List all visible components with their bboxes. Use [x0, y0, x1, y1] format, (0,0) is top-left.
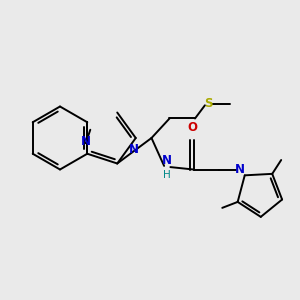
Text: N: N — [129, 143, 139, 156]
Text: N: N — [81, 135, 91, 148]
Text: O: O — [187, 121, 197, 134]
Text: N: N — [161, 154, 172, 167]
Text: H: H — [163, 170, 170, 180]
Text: S: S — [204, 97, 213, 110]
Text: N: N — [235, 163, 245, 176]
